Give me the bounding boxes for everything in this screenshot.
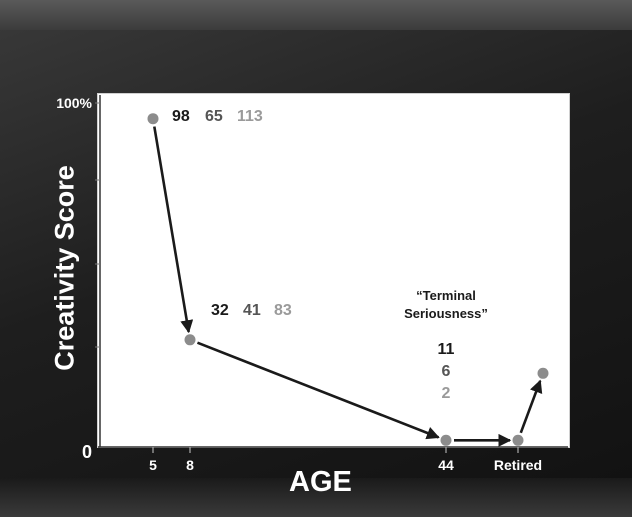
data-point-3 — [512, 434, 524, 446]
x-tick-label-retired: Retired — [494, 457, 542, 473]
data-label-44-0: 11 — [438, 341, 455, 358]
data-label-5-0: 98 — [172, 108, 190, 125]
x-axis-label: AGE — [289, 466, 352, 498]
y-tick-label-top: 100% — [56, 95, 92, 111]
data-label-8-0: 32 — [211, 302, 229, 319]
data-label-5-2: 113 — [237, 108, 263, 125]
data-label-8-2: 83 — [274, 302, 292, 319]
frame-bevel-bottom — [0, 478, 632, 517]
plot-area — [98, 94, 569, 447]
x-tick-label-5: 5 — [149, 457, 157, 473]
data-point-2 — [440, 434, 452, 446]
data-label-5-1: 65 — [205, 108, 223, 125]
data-point-0 — [147, 113, 159, 125]
annotation-line-2: Seriousness” — [404, 306, 488, 321]
y-tick-label-zero: 0 — [82, 442, 92, 462]
data-label-44-2: 2 — [442, 385, 451, 402]
x-tick-label-8: 8 — [186, 457, 194, 473]
data-label-44-1: 6 — [442, 363, 451, 380]
x-tick-label-44: 44 — [438, 457, 454, 473]
data-point-1 — [184, 334, 196, 346]
frame-bevel-top — [0, 0, 632, 30]
data-label-8-1: 41 — [243, 302, 261, 319]
trend-arrow-3 — [519, 379, 543, 434]
trend-arrow-1 — [196, 341, 440, 440]
trend-arrow-0 — [153, 126, 194, 334]
annotation-line-1: “Terminal — [416, 288, 476, 303]
data-point-4 — [537, 367, 549, 379]
